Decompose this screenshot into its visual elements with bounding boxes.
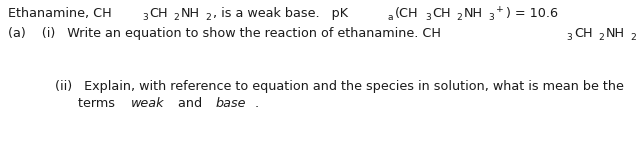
Text: NH: NH xyxy=(181,7,200,20)
Text: 2: 2 xyxy=(598,33,604,42)
Text: , is a weak base.   pK: , is a weak base. pK xyxy=(213,7,348,20)
Text: CH: CH xyxy=(574,27,593,40)
Text: CH: CH xyxy=(433,7,451,20)
Text: NH: NH xyxy=(464,7,483,20)
Text: terms: terms xyxy=(78,97,119,110)
Text: 3: 3 xyxy=(142,13,147,22)
Text: 2: 2 xyxy=(174,13,179,22)
Text: (a)    (i)   Write an equation to show the reaction of ethanamine. CH: (a) (i) Write an equation to show the re… xyxy=(8,27,441,40)
Text: 2: 2 xyxy=(205,13,211,22)
Text: (ii)   Explain, with reference to equation and the species in solution, what is : (ii) Explain, with reference to equation… xyxy=(55,80,624,93)
Text: a: a xyxy=(387,13,393,22)
Text: CH: CH xyxy=(149,7,168,20)
Text: ) = 10.6: ) = 10.6 xyxy=(506,7,558,20)
Text: 3: 3 xyxy=(567,33,572,42)
Text: +: + xyxy=(496,5,504,14)
Text: 2: 2 xyxy=(630,33,636,42)
Text: .: . xyxy=(255,97,259,110)
Text: 3: 3 xyxy=(425,13,431,22)
Text: NH: NH xyxy=(605,27,625,40)
Text: Ethanamine, CH: Ethanamine, CH xyxy=(8,7,112,20)
Text: 3: 3 xyxy=(489,13,494,22)
Text: base: base xyxy=(216,97,246,110)
Text: and: and xyxy=(174,97,206,110)
Text: (CH: (CH xyxy=(395,7,419,20)
Text: 2: 2 xyxy=(457,13,463,22)
Text: weak: weak xyxy=(131,97,165,110)
